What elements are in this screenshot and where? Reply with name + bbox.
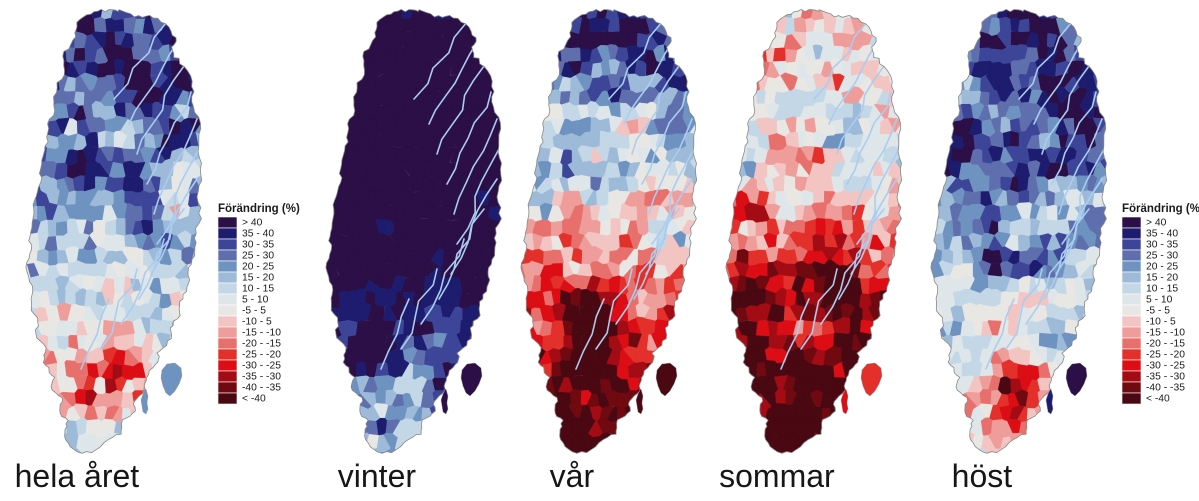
svg-text:-25 - -20: -25 - -20 [242,349,281,360]
svg-text:< -40: < -40 [242,393,266,404]
svg-text:5 - 10: 5 - 10 [242,294,269,305]
svg-text:-5 - 5: -5 - 5 [1146,305,1170,316]
svg-text:Förändring (%): Förändring (%) [218,203,300,215]
svg-text:35 - 40: 35 - 40 [242,228,274,239]
svg-text:-20 - -15: -20 - -15 [242,338,281,349]
svg-text:-40 - -35: -40 - -35 [1146,382,1185,393]
svg-text:-10 - 5: -10 - 5 [1146,316,1176,327]
svg-text:-20 - -15: -20 - -15 [1146,338,1185,349]
svg-text:15 - 20: 15 - 20 [1146,272,1178,283]
svg-text:30 - 35: 30 - 35 [242,239,274,250]
svg-text:5 - 10: 5 - 10 [1146,294,1173,305]
svg-text:-40 - -35: -40 - -35 [242,382,281,393]
svg-text:-30 - -25: -30 - -25 [242,360,281,371]
svg-text:20 - 25: 20 - 25 [1146,261,1178,272]
svg-text:35 - 40: 35 - 40 [1146,228,1178,239]
svg-text:20 - 25: 20 - 25 [242,261,274,272]
svg-text:25 - 30: 25 - 30 [1146,250,1178,261]
svg-text:25 - 30: 25 - 30 [242,250,274,261]
svg-text:15 - 20: 15 - 20 [242,272,274,283]
svg-text:> 40: > 40 [1146,217,1167,228]
svg-text:-10 - 5: -10 - 5 [242,316,272,327]
svg-text:10 - 15: 10 - 15 [1146,283,1178,294]
svg-text:Förändring (%): Förändring (%) [1122,203,1199,215]
svg-text:-15 - -10: -15 - -10 [242,327,281,338]
svg-text:> 40: > 40 [242,217,263,228]
svg-text:-35 - -30: -35 - -30 [1146,371,1185,382]
svg-text:10 - 15: 10 - 15 [242,283,274,294]
svg-text:-35 - -30: -35 - -30 [242,371,281,382]
svg-text:-5 - 5: -5 - 5 [242,305,266,316]
svg-text:< -40: < -40 [1146,393,1170,404]
svg-text:-15 - -10: -15 - -10 [1146,327,1185,338]
svg-text:30 - 35: 30 - 35 [1146,239,1178,250]
svg-text:-30 - -25: -30 - -25 [1146,360,1185,371]
svg-text:-25 - -20: -25 - -20 [1146,349,1185,360]
